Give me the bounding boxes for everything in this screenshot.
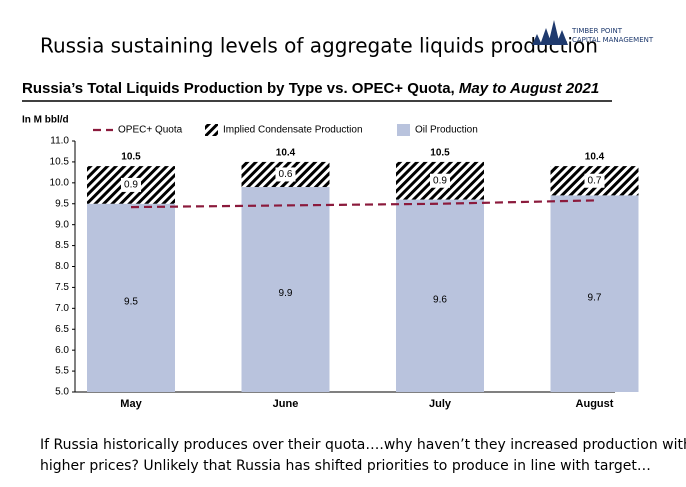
logo-text: TIMBER POINT — [571, 27, 623, 35]
y-axis-label: In M bbl/d — [22, 115, 69, 126]
y-tick-label: 6.0 — [55, 345, 69, 356]
legend-swatch — [397, 124, 410, 136]
legend-label: Implied Condensate Production — [223, 125, 363, 136]
total-label: 10.5 — [430, 148, 450, 159]
chart-title: Russia’s Total Liquids Production by Typ… — [22, 80, 599, 97]
bar-segment — [396, 199, 484, 392]
y-tick-label: 11.0 — [50, 136, 69, 147]
y-tick-label: 9.5 — [55, 198, 69, 209]
data-label: 9.5 — [124, 297, 138, 308]
data-label: 0.9 — [433, 175, 447, 186]
y-tick-label: 8.0 — [55, 261, 69, 272]
y-tick-label: 7.5 — [55, 282, 69, 293]
total-label: 10.4 — [585, 152, 605, 163]
x-tick-label: June — [273, 398, 299, 410]
data-label: 9.9 — [279, 288, 293, 299]
bar-segment — [550, 195, 639, 392]
chart-title-main: Russia’s Total Liquids Production by Typ… — [22, 80, 459, 97]
y-tick-label: 6.5 — [55, 324, 69, 335]
logo: TIMBER POINT CAPITAL MANAGEMENT — [532, 20, 654, 45]
y-tick-label: 10.0 — [50, 177, 70, 188]
y-tick-label: 10.5 — [50, 157, 70, 168]
data-label: 0.6 — [279, 169, 293, 180]
chart-title-italic: May to August 2021 — [459, 80, 599, 97]
y-tick-label: 5.0 — [55, 387, 69, 398]
y-tick-label: 5.5 — [55, 366, 69, 377]
bar-segment — [87, 203, 175, 392]
bar-segment — [241, 187, 330, 392]
footer-text: If Russia historically produces over the… — [40, 437, 686, 453]
legend-label: OPEC+ Quota — [118, 125, 183, 136]
data-label: 0.9 — [124, 180, 138, 191]
label-box — [430, 173, 450, 188]
total-label: 10.5 — [121, 152, 141, 163]
footer-text: higher prices? Unlikely that Russia has … — [40, 458, 651, 474]
label-box — [584, 173, 605, 188]
data-label: 9.6 — [433, 294, 447, 305]
data-label: 0.7 — [588, 175, 602, 186]
data-label: 9.7 — [588, 292, 602, 303]
slide-title: Russia sustaining levels of aggregate li… — [40, 34, 598, 58]
y-tick-label: 7.0 — [55, 303, 69, 314]
logo-text: CAPITAL MANAGEMENT — [572, 36, 654, 44]
x-tick-label: August — [576, 398, 614, 410]
legend-label: Oil Production — [415, 125, 478, 136]
label-box — [275, 167, 296, 182]
y-tick-label: 8.5 — [55, 240, 69, 251]
total-label: 10.4 — [276, 148, 296, 159]
x-tick-label: July — [429, 398, 452, 410]
x-tick-label: May — [120, 398, 142, 410]
label-box — [121, 177, 141, 192]
quota-line — [130, 199, 595, 209]
legend-swatch — [205, 124, 218, 136]
y-tick-label: 9.0 — [55, 219, 69, 230]
logo-trees — [532, 20, 568, 45]
